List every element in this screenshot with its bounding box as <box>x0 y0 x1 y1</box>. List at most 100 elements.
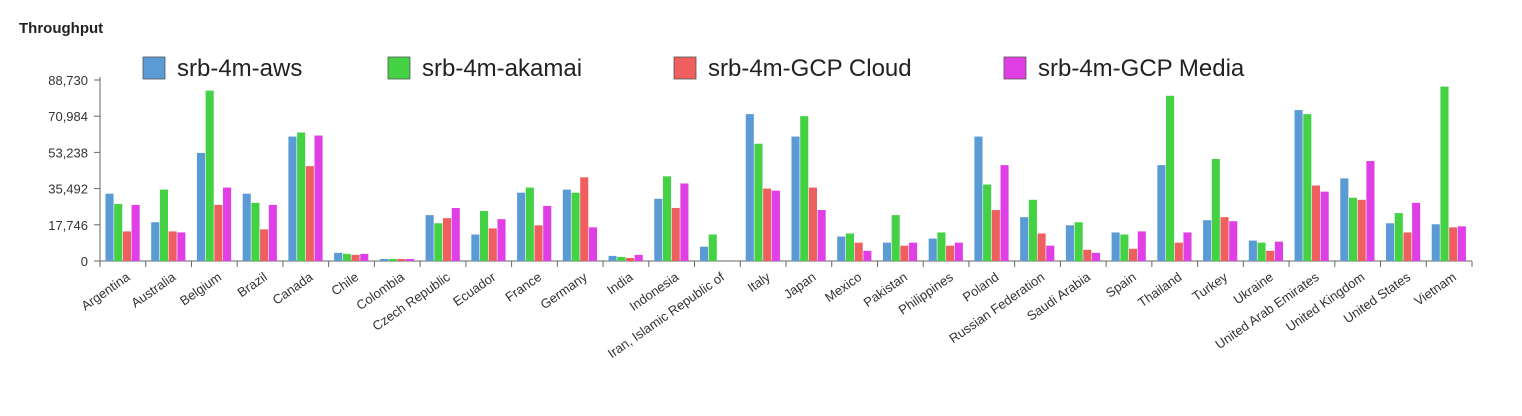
bar-srb-4m-aws[interactable] <box>745 114 754 261</box>
bar-srb-4m-gcp-media[interactable] <box>177 232 186 261</box>
bar-srb-4m-aws[interactable] <box>1020 217 1029 261</box>
bar-srb-4m-gcp-cloud[interactable] <box>900 245 909 261</box>
bar-srb-4m-aws[interactable] <box>974 136 983 261</box>
legend-label[interactable]: srb-4m-aws <box>177 55 302 82</box>
bar-srb-4m-aws[interactable] <box>288 136 297 261</box>
bar-srb-4m-akamai[interactable] <box>525 187 534 261</box>
bar-srb-4m-aws[interactable] <box>196 152 206 261</box>
bar-srb-4m-akamai[interactable] <box>297 132 306 261</box>
bar-srb-4m-gcp-cloud[interactable] <box>534 225 543 261</box>
bar-srb-4m-aws[interactable] <box>928 238 937 261</box>
bar-srb-4m-gcp-media[interactable] <box>268 204 277 261</box>
bar-srb-4m-gcp-cloud[interactable] <box>122 231 131 261</box>
bar-srb-4m-akamai[interactable] <box>1074 222 1083 261</box>
bar-srb-4m-akamai[interactable] <box>159 189 168 261</box>
bar-srb-4m-akamai[interactable] <box>1028 199 1037 261</box>
bar-srb-4m-aws[interactable] <box>1431 224 1440 261</box>
bar-srb-4m-gcp-media[interactable] <box>1091 252 1101 261</box>
bar-srb-4m-gcp-media[interactable] <box>360 253 369 261</box>
bar-srb-4m-gcp-media[interactable] <box>680 183 689 261</box>
legend-label[interactable]: srb-4m-akamai <box>422 55 582 82</box>
bar-srb-4m-gcp-cloud[interactable] <box>625 257 635 261</box>
bar-srb-4m-gcp-media[interactable] <box>634 254 643 261</box>
bar-srb-4m-akamai[interactable] <box>1166 95 1175 262</box>
bar-srb-4m-gcp-cloud[interactable] <box>260 229 269 261</box>
bar-srb-4m-akamai[interactable] <box>114 203 123 261</box>
bar-srb-4m-gcp-media[interactable] <box>451 207 460 261</box>
bar-srb-4m-gcp-cloud[interactable] <box>1083 249 1092 261</box>
bar-srb-4m-gcp-media[interactable] <box>1274 241 1283 261</box>
bar-srb-4m-aws[interactable] <box>334 252 343 261</box>
bar-srb-4m-gcp-media[interactable] <box>1366 161 1375 261</box>
bar-srb-4m-akamai[interactable] <box>937 232 946 261</box>
bar-srb-4m-akamai[interactable] <box>1257 242 1266 261</box>
bar-srb-4m-gcp-cloud[interactable] <box>946 245 955 261</box>
bar-srb-4m-gcp-cloud[interactable] <box>1037 233 1046 261</box>
bar-srb-4m-gcp-media[interactable] <box>1000 165 1009 261</box>
bar-srb-4m-akamai[interactable] <box>662 176 672 261</box>
bar-srb-4m-gcp-media[interactable] <box>314 135 323 261</box>
bar-srb-4m-aws[interactable] <box>105 193 114 261</box>
bar-srb-4m-gcp-cloud[interactable] <box>854 242 863 261</box>
bar-srb-4m-gcp-media[interactable] <box>1137 231 1146 261</box>
bar-srb-4m-gcp-media[interactable] <box>405 258 415 261</box>
bar-srb-4m-gcp-cloud[interactable] <box>1174 242 1183 261</box>
bar-srb-4m-gcp-cloud[interactable] <box>1449 227 1458 261</box>
legend-label[interactable]: srb-4m-GCP Media <box>1038 55 1245 82</box>
bar-srb-4m-akamai[interactable] <box>1120 234 1129 261</box>
bar-srb-4m-akamai[interactable] <box>983 184 992 262</box>
bar-srb-4m-akamai[interactable] <box>480 211 489 261</box>
bar-srb-4m-aws[interactable] <box>608 255 617 261</box>
bar-srb-4m-gcp-cloud[interactable] <box>1266 250 1275 261</box>
bar-srb-4m-gcp-cloud[interactable] <box>808 187 817 261</box>
bar-srb-4m-akamai[interactable] <box>1394 213 1403 261</box>
bar-srb-4m-akamai[interactable] <box>617 256 626 261</box>
bar-srb-4m-aws[interactable] <box>1157 165 1166 261</box>
bar-srb-4m-akamai[interactable] <box>1303 114 1312 261</box>
bar-srb-4m-akamai[interactable] <box>1440 86 1449 261</box>
bar-srb-4m-gcp-media[interactable] <box>131 204 140 261</box>
bar-srb-4m-gcp-cloud[interactable] <box>168 231 177 261</box>
bar-srb-4m-aws[interactable] <box>1111 232 1120 261</box>
bar-srb-4m-aws[interactable] <box>1386 223 1395 261</box>
bar-srb-4m-akamai[interactable] <box>754 143 763 261</box>
bar-srb-4m-gcp-cloud[interactable] <box>1403 232 1412 261</box>
bar-srb-4m-akamai[interactable] <box>845 233 854 261</box>
bar-srb-4m-gcp-media[interactable] <box>954 242 963 261</box>
bar-srb-4m-aws[interactable] <box>1065 225 1074 261</box>
bar-srb-4m-gcp-cloud[interactable] <box>351 254 360 261</box>
bar-srb-4m-akamai[interactable] <box>800 116 809 261</box>
bar-srb-4m-aws[interactable] <box>654 198 663 261</box>
bar-srb-4m-gcp-media[interactable] <box>771 190 780 261</box>
bar-srb-4m-gcp-cloud[interactable] <box>991 210 1000 261</box>
bar-srb-4m-akamai[interactable] <box>1348 197 1358 261</box>
bar-srb-4m-gcp-media[interactable] <box>1320 191 1329 261</box>
bar-srb-4m-aws[interactable] <box>471 234 480 261</box>
bar-srb-4m-gcp-cloud[interactable] <box>305 166 314 261</box>
bar-srb-4m-aws[interactable] <box>837 236 846 261</box>
bar-srb-4m-gcp-cloud[interactable] <box>488 228 497 261</box>
bar-srb-4m-gcp-cloud[interactable] <box>1220 217 1229 261</box>
bar-srb-4m-aws[interactable] <box>1203 220 1212 261</box>
bar-srb-4m-gcp-media[interactable] <box>223 187 232 261</box>
bar-srb-4m-gcp-cloud[interactable] <box>763 188 772 261</box>
bar-srb-4m-akamai[interactable] <box>205 90 214 261</box>
bar-srb-4m-aws[interactable] <box>1340 178 1349 261</box>
bar-srb-4m-akamai[interactable] <box>251 202 260 261</box>
bar-srb-4m-gcp-media[interactable] <box>588 227 597 261</box>
bar-srb-4m-aws[interactable] <box>242 193 251 261</box>
bar-srb-4m-gcp-media[interactable] <box>817 210 826 261</box>
bar-srb-4m-aws[interactable] <box>379 258 388 261</box>
bar-srb-4m-gcp-media[interactable] <box>1412 202 1421 261</box>
bar-srb-4m-gcp-cloud[interactable] <box>397 258 406 261</box>
bar-srb-4m-aws[interactable] <box>700 246 709 261</box>
bar-srb-4m-gcp-media[interactable] <box>543 205 552 261</box>
bar-srb-4m-gcp-cloud[interactable] <box>580 177 589 261</box>
bar-srb-4m-gcp-cloud[interactable] <box>1357 199 1366 261</box>
bar-srb-4m-aws[interactable] <box>517 192 526 261</box>
bar-srb-4m-akamai[interactable] <box>891 215 900 261</box>
legend-swatch[interactable] <box>673 56 697 80</box>
bar-srb-4m-akamai[interactable] <box>434 223 443 261</box>
legend-swatch[interactable] <box>387 56 411 80</box>
bar-srb-4m-gcp-media[interactable] <box>863 250 872 261</box>
